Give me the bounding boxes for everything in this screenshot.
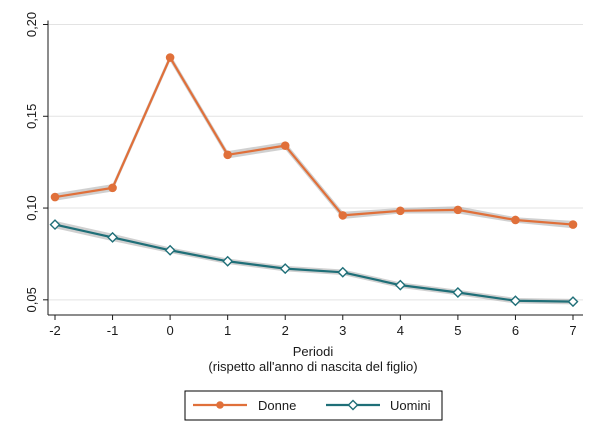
data-point-uomini-2 xyxy=(164,244,176,256)
legend: Donne Uomini xyxy=(184,390,443,421)
data-point-donne-8 xyxy=(511,215,520,225)
data-point-donne-7 xyxy=(453,205,463,215)
x-tick-label-9: 7 xyxy=(569,323,576,338)
data-point-donne-1 xyxy=(108,183,117,193)
series-line-uomini xyxy=(54,223,574,303)
data-point-uomini-4 xyxy=(279,263,291,275)
legend-label-uomini: Uomini xyxy=(390,398,431,413)
data-point-donne-3 xyxy=(223,150,232,160)
axis-layer: 0,05 0,10 0,15 0,20 -2 -1 0 1 2 3 4 5 6 7 xyxy=(24,12,583,338)
data-point-donne-4 xyxy=(280,141,290,150)
y-tick-label-1: 0,10 xyxy=(24,195,39,220)
data-point-uomini-8 xyxy=(509,295,521,307)
x-tick-label-3: 1 xyxy=(224,323,231,338)
data-point-donne-6 xyxy=(396,206,405,216)
series-line-donne xyxy=(54,56,574,226)
x-tick-label-7: 5 xyxy=(454,323,461,338)
y-tick-label-0: 0,05 xyxy=(24,287,39,312)
y-tick-label-2: 0,15 xyxy=(24,104,39,129)
legend-label-donne: Donne xyxy=(258,398,296,413)
legend-marker-donne xyxy=(216,401,224,409)
data-point-donne-5 xyxy=(338,211,348,220)
data-point-donne-2 xyxy=(165,53,175,62)
data-point-uomini-5 xyxy=(337,266,349,278)
x-axis-subtitle: (rispetto all'anno di nascita del figlio… xyxy=(208,359,417,374)
data-point-uomini-0 xyxy=(49,219,61,231)
data-point-uomini-9 xyxy=(567,296,579,308)
data-point-uomini-1 xyxy=(107,231,119,243)
legend-marker-uomini xyxy=(347,399,359,411)
x-tick-label-5: 3 xyxy=(339,323,346,338)
x-tick-label-2: 0 xyxy=(166,323,173,338)
series-layer xyxy=(49,53,579,308)
grid-layer xyxy=(48,24,583,301)
x-axis-title: Periodi xyxy=(293,344,334,359)
ci-band-uomini xyxy=(55,220,573,305)
y-tick-label-3: 0,20 xyxy=(24,12,39,37)
data-point-uomini-6 xyxy=(394,279,406,291)
x-tick-label-1: -1 xyxy=(107,323,119,338)
x-tick-label-8: 6 xyxy=(512,323,519,338)
data-point-donne-9 xyxy=(568,220,578,229)
data-point-uomini-7 xyxy=(452,286,464,298)
x-tick-label-6: 4 xyxy=(397,323,404,338)
data-point-uomini-3 xyxy=(222,255,234,267)
x-tick-label-0: -2 xyxy=(49,323,61,338)
data-point-donne-0 xyxy=(50,192,60,202)
x-tick-label-4: 2 xyxy=(282,323,289,338)
